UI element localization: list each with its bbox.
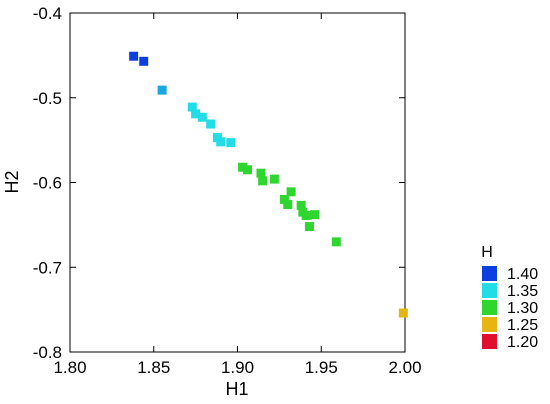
y-tick-label: -0.5 — [33, 89, 62, 108]
data-point — [279, 194, 289, 204]
data-point — [187, 102, 197, 112]
data-point — [226, 138, 236, 148]
data-point — [216, 137, 226, 147]
data-point — [157, 85, 167, 95]
data-point — [238, 162, 248, 172]
data-point — [258, 176, 268, 186]
x-tick-label: 1.80 — [53, 358, 86, 377]
data-point — [256, 168, 266, 178]
legend-title: H — [481, 244, 493, 261]
data-point — [398, 308, 408, 318]
legend-label: 1.30 — [507, 300, 538, 317]
data-point — [206, 119, 216, 129]
y-tick-label: -0.6 — [33, 174, 62, 193]
y-tick-label: -0.4 — [33, 4, 62, 23]
x-tick-label: 2.00 — [388, 358, 421, 377]
data-point — [301, 211, 311, 221]
legend-swatch — [482, 317, 497, 332]
data-point — [197, 112, 207, 122]
legend-swatch — [482, 266, 497, 281]
data-point — [191, 109, 201, 119]
legend-label: 1.40 — [507, 266, 538, 283]
y-axis-title: H2 — [2, 170, 22, 193]
data-point — [331, 237, 341, 247]
legend-label: 1.35 — [507, 283, 538, 300]
legend-swatch — [482, 300, 497, 315]
legend-label: 1.25 — [507, 317, 538, 334]
data-point — [296, 200, 306, 210]
data-point — [269, 174, 279, 184]
legend-swatch — [482, 283, 497, 298]
x-tick-label: 1.90 — [221, 358, 254, 377]
y-tick-label: -0.8 — [33, 343, 62, 362]
data-point — [286, 187, 296, 197]
legend-swatch — [482, 334, 497, 349]
x-tick-label: 1.85 — [137, 358, 170, 377]
x-axis-title: H1 — [225, 379, 248, 399]
data-point — [283, 200, 293, 210]
legend: H 1.401.351.301.251.20 — [481, 244, 538, 351]
plot-area — [69, 12, 406, 353]
data-point — [129, 51, 139, 61]
data-point — [139, 56, 149, 66]
data-point — [243, 165, 253, 175]
data-point — [305, 222, 315, 232]
x-tick-label: 1.95 — [305, 358, 338, 377]
y-tick-label: -0.7 — [33, 258, 62, 277]
legend-label: 1.20 — [507, 334, 538, 351]
data-point — [310, 210, 320, 220]
